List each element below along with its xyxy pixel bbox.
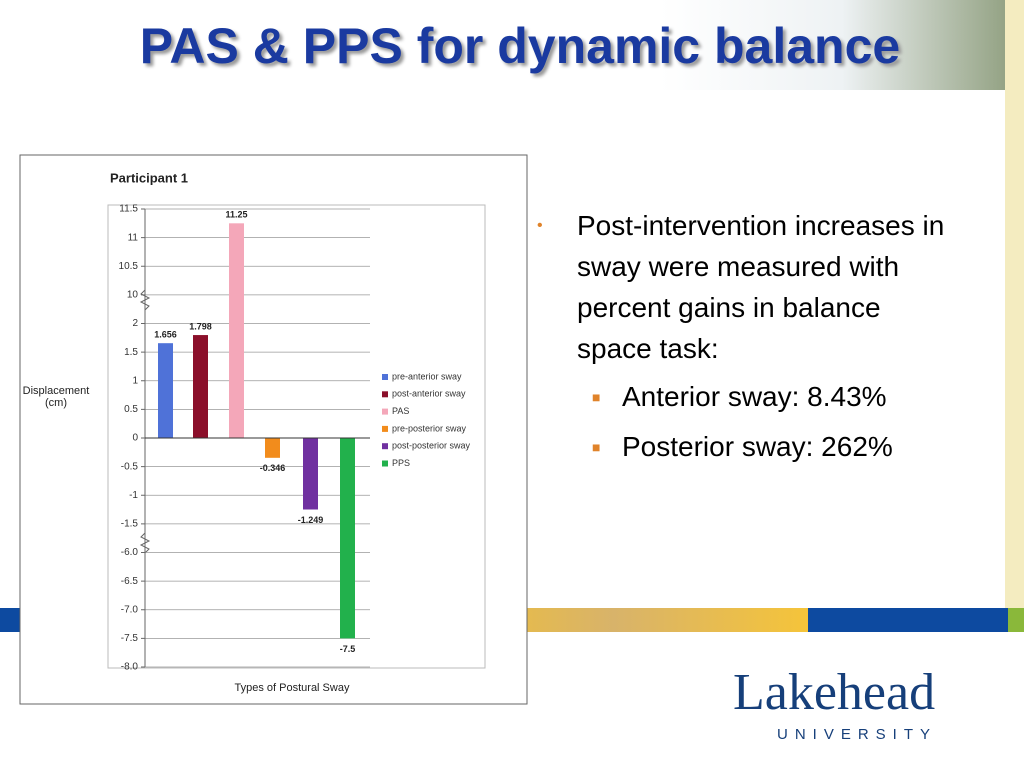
logo-subtitle: UNIVERSITY: [777, 726, 938, 743]
sub-bullet-text: Posterior sway: 262%: [622, 431, 893, 462]
y-tick-label: -7.0: [121, 604, 139, 615]
data-label: -1.249: [298, 515, 324, 525]
y-axis-label: Displacement (cm): [22, 385, 90, 409]
y-tick-label: -6.5: [121, 576, 139, 587]
bar: [340, 438, 355, 639]
legend-label: post-posterior sway: [392, 441, 471, 451]
sub-bullet: ■ Posterior sway: 262%: [592, 431, 893, 462]
legend-swatch: [382, 425, 388, 432]
y-tick-label: 10: [127, 290, 139, 301]
y-tick-label: 1.5: [124, 347, 138, 358]
legend-label: pre-posterior sway: [392, 423, 467, 433]
data-label: 11.25: [225, 210, 247, 220]
y-tick-label: -8.0: [121, 662, 139, 673]
y-tick-label: -1.5: [121, 519, 139, 530]
y-tick-label: -0.5: [121, 461, 139, 472]
bar: [265, 438, 280, 458]
legend-swatch: [382, 460, 388, 467]
header-photo: [660, 0, 1024, 90]
y-tick-label: 11: [128, 232, 139, 243]
band-green: [1008, 608, 1024, 632]
legend-label: post-anterior sway: [392, 389, 466, 399]
data-label: 1.656: [154, 330, 177, 340]
bar: [193, 335, 208, 438]
y-tick-label: 11.5: [119, 204, 138, 215]
y-tick-label: -6.0: [121, 547, 139, 558]
y-tick-label: 0.5: [124, 404, 138, 415]
legend-label: PPS: [392, 458, 410, 468]
y-tick-label: -7.5: [121, 633, 139, 644]
bar: [303, 438, 318, 510]
y-tick-label: 2: [132, 318, 138, 329]
y-tick-label: 0: [132, 433, 138, 444]
side-strip: [1005, 0, 1024, 610]
plot-border: [107, 204, 486, 669]
chart-frame: [19, 154, 528, 705]
bullet-text: Post-intervention increases in sway were…: [577, 210, 945, 364]
y-tick-label: 10.5: [119, 261, 139, 272]
bar: [158, 343, 173, 438]
data-label: -7.5: [340, 644, 356, 654]
sub-bullet: ■ Anterior sway: 8.43%: [592, 381, 887, 412]
legend-swatch: [382, 408, 388, 415]
slide-title: PAS & PPS for dynamic balance: [139, 18, 901, 74]
logo: Lakehead: [733, 664, 936, 721]
bullet: • Post-intervention increases in sway wer…: [537, 205, 947, 469]
sub-bullet-text: Anterior sway: 8.43%: [622, 381, 887, 412]
x-axis-label: Types of Postural Sway: [235, 682, 350, 694]
legend-swatch: [382, 443, 388, 450]
data-label: 1.798: [189, 321, 212, 331]
legend-label: PAS: [392, 406, 409, 416]
y-tick-label: -1: [129, 490, 138, 501]
legend-label: pre-anterior sway: [392, 371, 462, 381]
data-label: -0.346: [260, 463, 286, 473]
y-tick-label: 1: [132, 375, 138, 386]
legend-swatch: [382, 391, 388, 398]
chart-title: Participant 1: [110, 170, 188, 185]
legend-swatch: [382, 374, 388, 380]
bar: [229, 223, 244, 438]
